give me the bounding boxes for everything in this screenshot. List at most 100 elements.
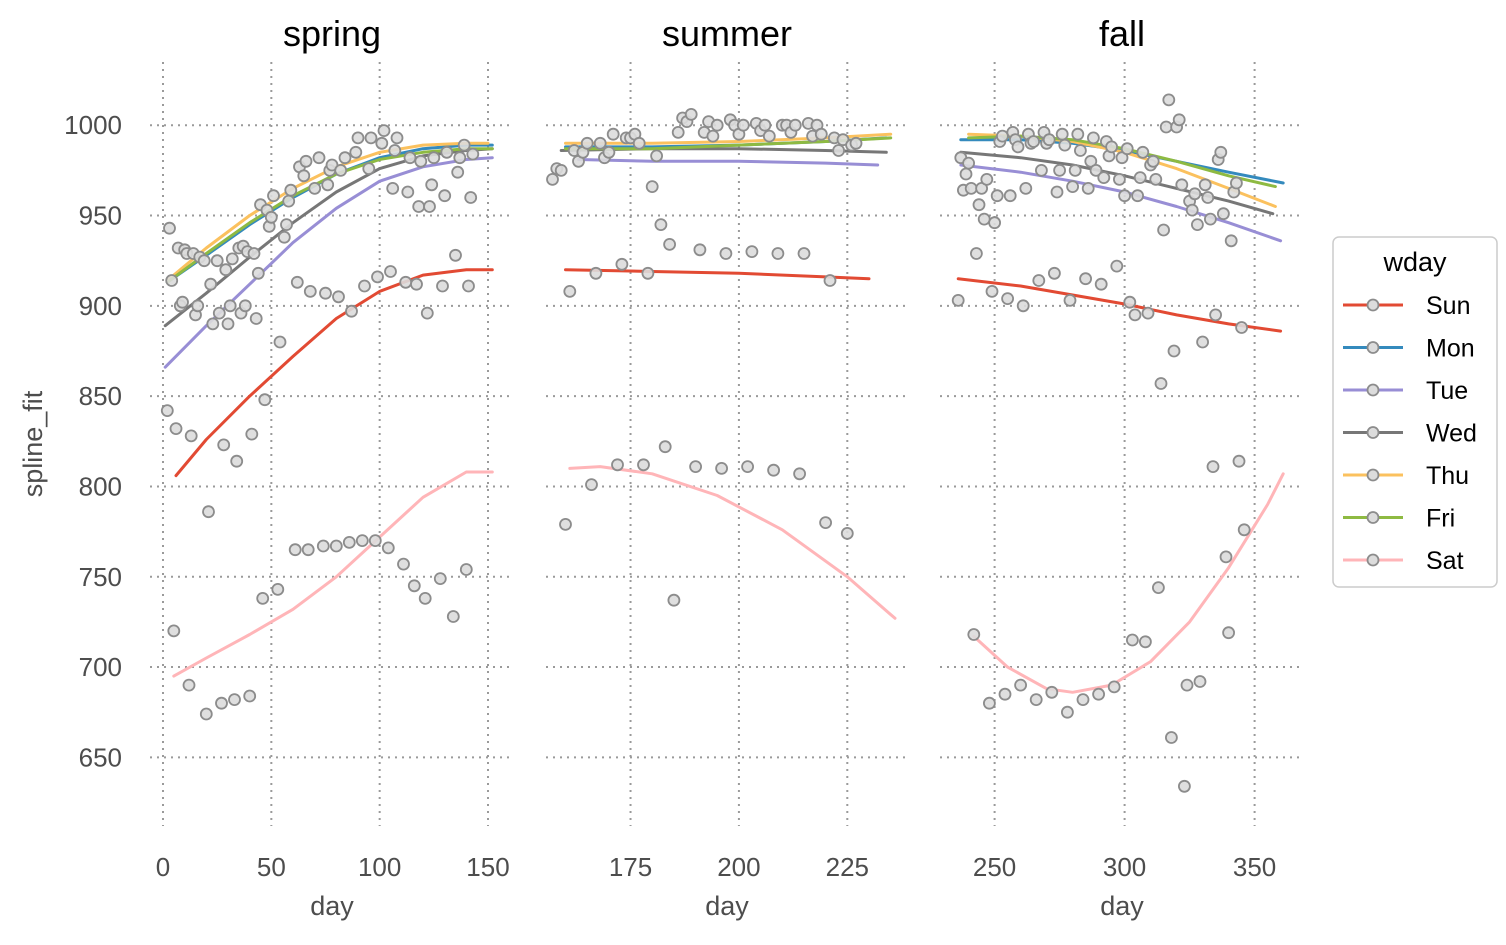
observation-point [1214,145,1228,159]
observation-point [983,696,996,710]
observation-point [554,163,568,177]
observation-point [423,200,436,213]
observation-point [1048,266,1061,280]
observation-point [546,172,559,186]
observation-point [563,284,577,298]
observation-point [1193,675,1207,688]
legend: wday Sun Mon Tue Wed Thu Fri Sat [1332,236,1498,588]
legend-item-mon: Mon [1343,335,1475,363]
legend-title: wday [1382,247,1447,277]
observation-point [1032,274,1046,287]
observation-point [433,572,447,585]
observation-point [1219,550,1233,564]
observation-point [1222,626,1235,640]
observation-point [1157,223,1170,237]
observation-point [667,593,681,607]
observation-point [1019,181,1033,195]
observation-point [459,563,473,576]
observation-point [797,247,811,260]
observation-point [967,628,981,641]
observation-point [1063,293,1077,307]
observation-point [221,317,235,331]
observation-point [1230,176,1243,190]
observation-point [386,181,400,195]
observation-point [1050,185,1064,199]
observation-point [368,534,382,547]
observation-point [637,458,650,472]
labels-layer: 650 700 750 800 850 900 950 1000 spline_fit 0 50 10… [18,13,1276,921]
observation-point [1123,295,1137,309]
observation-point [1139,635,1152,649]
observation-point [1204,212,1217,226]
observation-point [1087,131,1100,145]
observation-point [410,277,423,291]
observation-point [1175,178,1189,192]
observation-point [351,131,365,145]
observation-point [1094,277,1108,291]
observation-point [182,678,196,692]
observation-point [654,218,668,232]
observation-point [840,527,854,540]
observation-point [684,108,698,121]
observation-point [1066,180,1079,194]
observation-point [1027,135,1040,148]
observation-point [436,279,449,293]
observation-point [1107,680,1121,694]
observation-point [1120,142,1134,156]
observation-point [972,198,986,212]
observation-point [1110,259,1124,273]
observation-point [832,144,845,157]
spline-line-sat-spring [172,470,494,678]
points-layer [160,93,1251,793]
observation-point [964,181,978,195]
observation-point [1092,687,1105,701]
observation-point [1074,144,1087,157]
observation-point [1237,523,1251,537]
x-axis-title: day [310,891,354,921]
observation-point [1141,306,1155,320]
observation-point [1003,189,1017,203]
legend-item-sat: Sat [1343,547,1464,575]
observation-point [1045,685,1059,699]
observation-point [384,265,397,278]
observation-point [1118,189,1131,203]
observation-point [1042,133,1056,147]
observation-point [375,136,389,150]
observation-point [793,467,806,481]
legend-swatch-point [1366,298,1380,312]
observation-point [446,610,460,623]
observation-point [663,237,676,251]
observation-point [342,536,356,549]
observation-point [290,275,304,289]
observation-point [1162,93,1176,107]
observation-point [238,299,252,313]
spline-line-tue-summer [577,158,880,167]
x-axis-title: day [1100,891,1144,921]
spline-line-sun-summer [564,268,871,281]
observation-point [1180,678,1194,692]
observation-point [602,145,616,159]
observation-point [977,212,991,226]
observation-point [271,583,285,596]
legend-item-sun: Sun [1343,292,1470,320]
observation-point [453,151,467,165]
observation-point [169,422,183,436]
observation-point [420,306,434,320]
observation-point [199,707,213,721]
observation-point [689,460,702,474]
observation-point [951,293,965,307]
observation-point [1126,633,1139,647]
legend-label: Fri [1426,505,1455,533]
observation-point [202,505,215,519]
observation-point [762,129,776,143]
observation-point [329,539,343,553]
x-tick-label: 200 [717,852,760,882]
observation-point [606,127,620,141]
observation-point [1159,120,1173,134]
observation-point [962,156,975,170]
observation-point [998,687,1012,701]
observation-point [580,136,594,150]
observation-point [1061,705,1074,719]
